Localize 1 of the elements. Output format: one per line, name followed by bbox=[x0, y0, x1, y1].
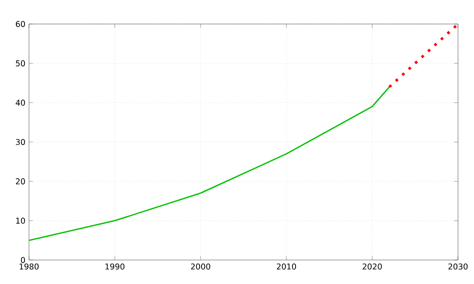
line-series bbox=[28, 86, 390, 241]
